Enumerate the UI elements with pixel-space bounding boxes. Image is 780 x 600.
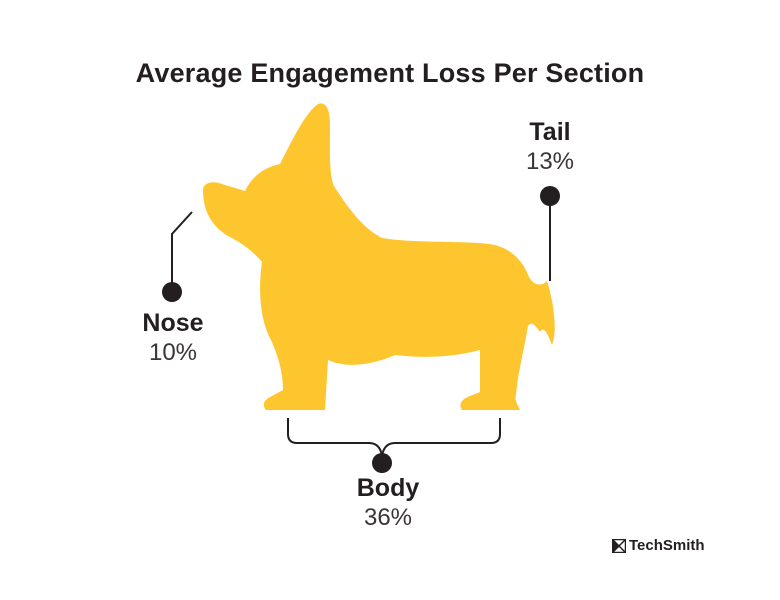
tail-label-name: Tail: [529, 118, 571, 146]
nose-label-value: 10%: [148, 339, 198, 366]
body-label-value: 36%: [363, 504, 413, 531]
techsmith-logo: TechSmith: [612, 537, 705, 554]
nose-connector-dot: [162, 282, 182, 302]
tail-label: Tail 13%: [490, 117, 610, 177]
diagram-title: Average Engagement Loss Per Section: [135, 58, 645, 88]
body-connector-dot: [372, 453, 392, 473]
nose-connector-line: [171, 211, 193, 292]
brand-name: TechSmith: [629, 537, 705, 554]
body-label-name: Body: [356, 474, 420, 502]
techsmith-logo-icon: [612, 538, 626, 553]
tail-connector-dot: [540, 186, 560, 206]
nose-label: Nose 10%: [113, 308, 233, 368]
body-label: Body 36%: [328, 473, 448, 533]
corgi-silhouette-icon: [203, 103, 555, 410]
body-brace: [287, 418, 501, 457]
tail-label-value: 13%: [525, 148, 575, 175]
nose-label-name: Nose: [142, 309, 204, 337]
